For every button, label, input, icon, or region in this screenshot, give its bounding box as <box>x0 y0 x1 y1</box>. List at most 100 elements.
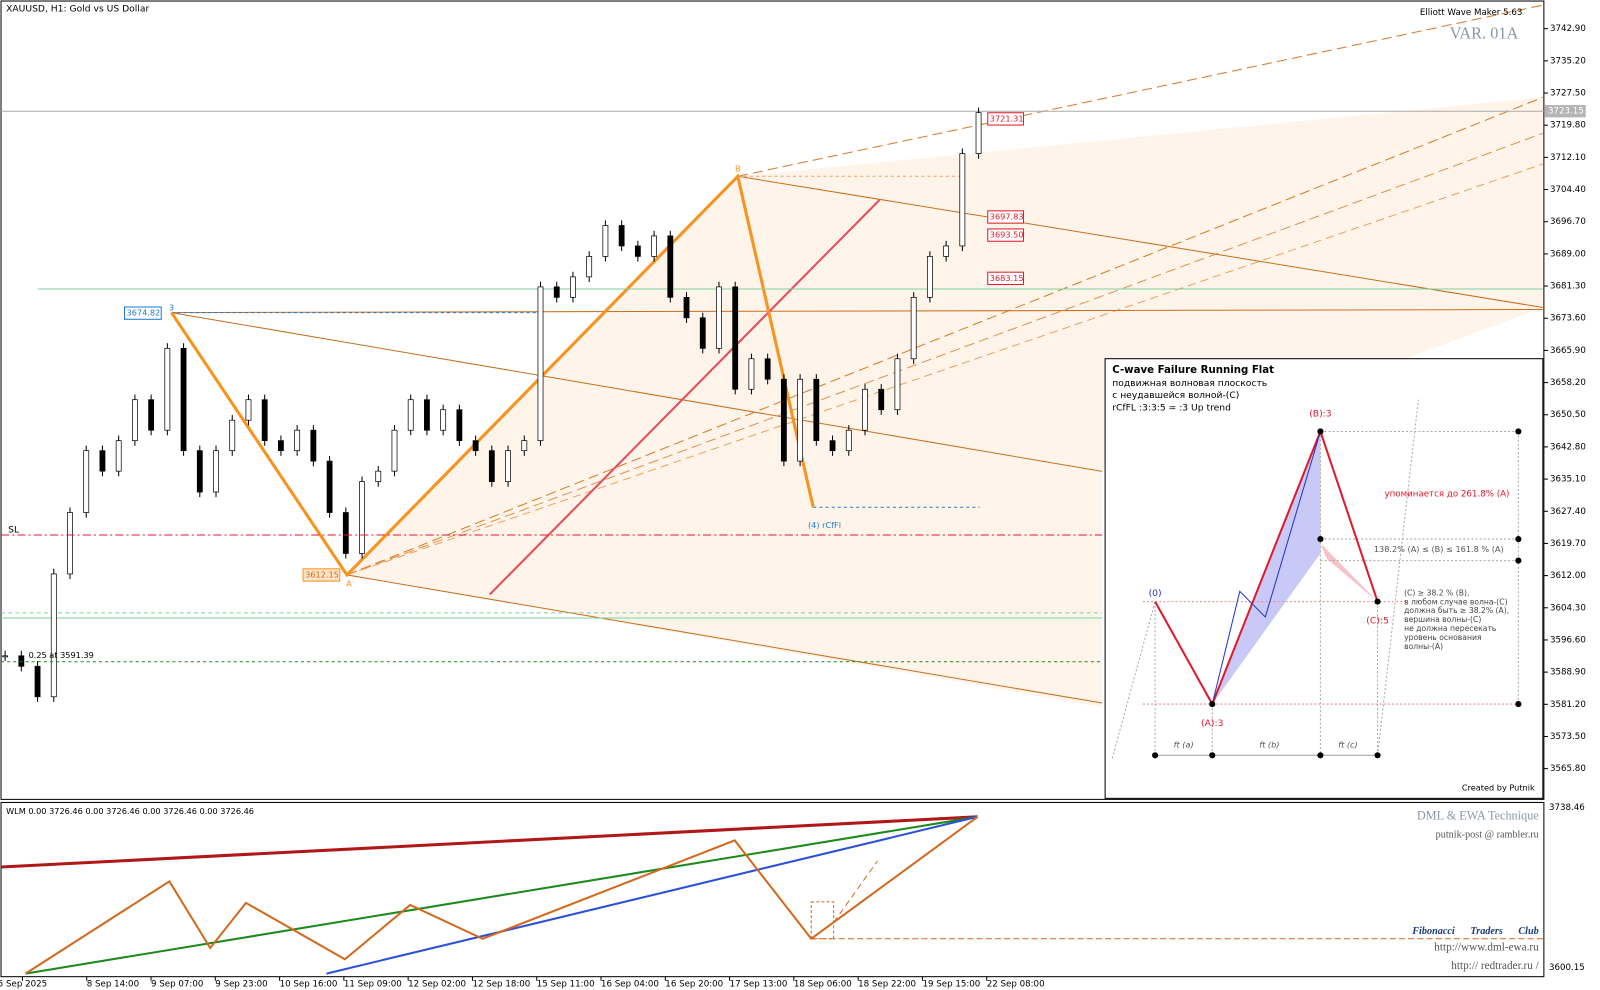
candle <box>245 399 252 421</box>
candle <box>83 450 90 513</box>
candle <box>50 573 57 698</box>
legend-dots <box>1152 428 1522 759</box>
current-price-label: 3723.15 <box>1548 107 1584 117</box>
channel-line <box>346 574 1103 704</box>
indicator-axis-label: 3600.15 <box>1549 963 1585 973</box>
wave-label: A <box>346 579 352 589</box>
price-label: 3627.40 <box>1550 507 1586 517</box>
credit: http://www.dml-ewa.ru <box>1434 942 1539 954</box>
candle <box>294 429 301 452</box>
candle <box>813 378 820 442</box>
variant-label: VAR. 01A <box>1450 24 1519 43</box>
candle <box>375 470 382 482</box>
legend-box: C-wave Failure Running Flat подвижная во… <box>1104 358 1544 799</box>
wave-label: (B):3 <box>1309 409 1332 420</box>
candle <box>667 235 674 298</box>
candle <box>2 655 9 658</box>
legend-notes: (С) ≥ 38.2 % (B),в любом случае волна-(С… <box>1404 588 1509 651</box>
price-tag-box <box>123 306 162 320</box>
price-tag: 3721.31 <box>990 113 1024 123</box>
time-label: 16 Sep 04:00 <box>601 979 659 989</box>
time-label: 15 Sep 11:00 <box>537 979 595 989</box>
price-tag-box <box>987 228 1024 242</box>
legend-note: вершина волны-(С) <box>1404 615 1481 624</box>
time-label: 9 Sep 07:00 <box>151 979 203 989</box>
candle <box>829 440 836 452</box>
price-label: 3565.80 <box>1550 764 1586 774</box>
candle <box>213 450 219 493</box>
credit: Fibonacci <box>1411 926 1455 937</box>
symbol-title: XAUUSD, H1: Gold vs US Dollar <box>6 4 149 15</box>
wave-label: (C):5 <box>1366 616 1389 627</box>
price-label: 3650.50 <box>1550 410 1586 420</box>
diagonal-line <box>489 199 881 596</box>
credit: http:// redtrader.ru / <box>1451 960 1539 972</box>
price-tag-box <box>987 210 1024 224</box>
current-price-box <box>1544 105 1586 118</box>
price-tag: 3674.82 <box>127 308 161 318</box>
price-label: 3573.50 <box>1550 732 1586 742</box>
candle <box>115 440 122 472</box>
time-label: 10 Sep 16:00 <box>280 979 338 989</box>
candle <box>391 429 398 472</box>
candle <box>456 409 463 442</box>
price-label: 3727.50 <box>1550 89 1586 99</box>
candle <box>229 419 236 452</box>
price-tag: 3683.15 <box>990 273 1024 283</box>
candle <box>764 358 771 380</box>
price-label: 3742.90 <box>1550 24 1586 34</box>
legend-frame <box>1104 358 1544 799</box>
wave-label: 3 <box>169 303 174 313</box>
candle <box>878 388 885 411</box>
legend-note: уровень основания <box>1404 633 1481 642</box>
candle <box>261 399 268 442</box>
legend-note: должна быть ≥ 38.2% (A), <box>1404 606 1509 615</box>
price-label: 3673.60 <box>1550 314 1586 324</box>
candle <box>67 512 73 575</box>
candle <box>651 235 657 257</box>
legend-subwave <box>1211 431 1321 705</box>
legend-note: 138.2% (A) ≤ (B) ≤ 161.8 % (A) <box>1374 544 1504 554</box>
wave-label: (A):3 <box>1201 718 1224 729</box>
legend-line: rCfFL :3:3:5 = :3 Up trend <box>1112 402 1231 413</box>
price-tag-box <box>302 568 341 582</box>
candle <box>570 276 576 298</box>
fork-line <box>346 163 1544 576</box>
time-label: 11 Sep 09:00 <box>344 979 402 989</box>
credit: DML & EWA Technique <box>1417 809 1539 823</box>
time-label: 12 Sep 02:00 <box>408 979 466 989</box>
price-label: 3696.70 <box>1550 217 1586 227</box>
candle <box>180 347 187 452</box>
price-tag: 3693.50 <box>990 230 1024 240</box>
price-label: 3665.90 <box>1550 346 1586 356</box>
wave-label: (4) rCfFl <box>808 520 841 530</box>
candle <box>894 358 901 411</box>
price-tag: 3612.15 <box>305 569 339 579</box>
candle <box>505 450 511 482</box>
legend-ft: ft (a) <box>1174 740 1194 750</box>
price-label: 3619.70 <box>1550 539 1586 549</box>
time-label: 18 Sep 22:00 <box>858 979 916 989</box>
candle <box>748 358 755 390</box>
legend-note: в любом случае волна-(С) <box>1404 597 1508 606</box>
main-panel-frame <box>0 0 1545 800</box>
time-label: 19 Sep 15:00 <box>922 979 980 989</box>
indicator-label: WLM 0.00 3726.46 0.00 3726.46 0.00 3726.… <box>6 806 254 816</box>
price-label: 3658.20 <box>1550 378 1586 388</box>
candle <box>164 347 171 431</box>
candle <box>131 399 138 442</box>
candle <box>602 225 609 257</box>
price-label: 3588.90 <box>1550 668 1586 678</box>
candle <box>488 450 495 482</box>
wave-label: B <box>735 164 741 174</box>
price-label: 3681.30 <box>1550 282 1586 292</box>
time-label: 5 Sep 2025 <box>0 979 47 989</box>
price-tag-box <box>987 271 1024 285</box>
candle <box>699 317 706 349</box>
price-label: 3604.30 <box>1550 603 1586 613</box>
price-label: 3635.10 <box>1550 475 1586 485</box>
price-label: 3689.00 <box>1550 249 1586 259</box>
legend-guides <box>1111 399 1519 759</box>
candle <box>407 399 414 431</box>
candle <box>618 225 625 247</box>
